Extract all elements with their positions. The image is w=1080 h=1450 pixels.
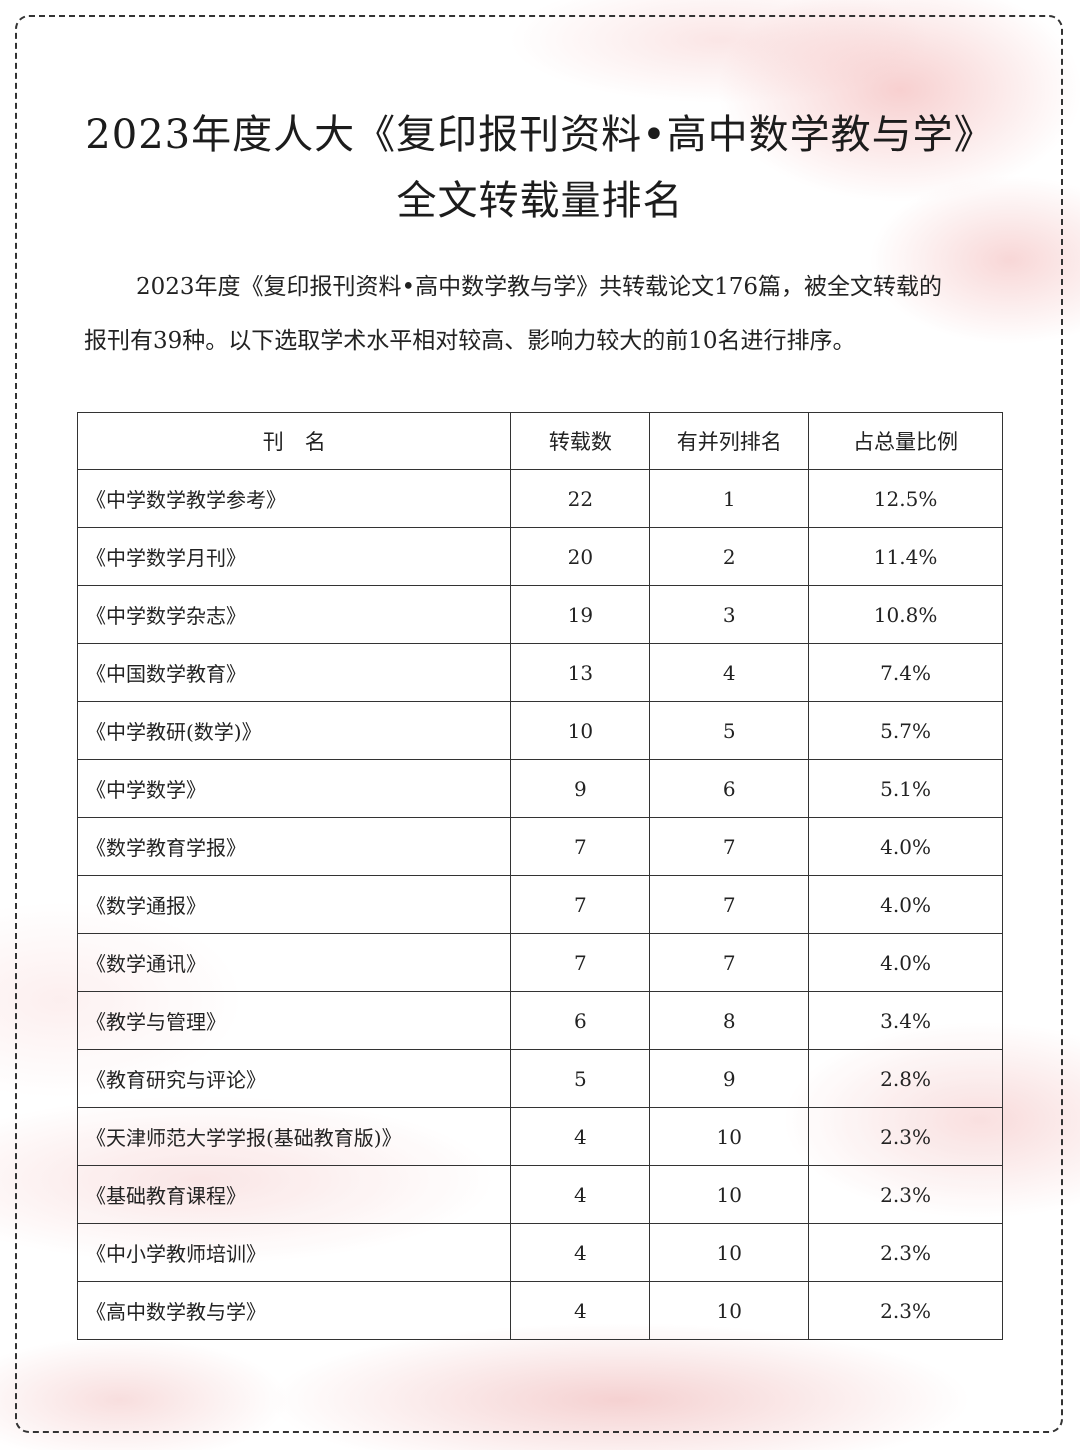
- rank: 9: [649, 1049, 810, 1108]
- table-row: 《天津师范大学学报(基础教育版)》 4 10 2.3%: [76, 1107, 1003, 1166]
- table-row: 《数学教育学报》 7 7 4.0%: [76, 817, 1003, 876]
- ratio: 2.3%: [808, 1223, 1003, 1282]
- reprint-count: 4: [510, 1281, 651, 1340]
- rank: 2: [649, 527, 810, 586]
- journal-name: 《中学数学》: [76, 759, 512, 818]
- journal-name: 《数学通讯》: [76, 933, 512, 992]
- table-row: 《中学数学杂志》 19 3 10.8%: [76, 585, 1003, 644]
- ratio: 4.0%: [808, 933, 1003, 992]
- rank: 10: [649, 1281, 810, 1340]
- reprint-count: 22: [510, 469, 651, 528]
- table-row: 《基础教育课程》 4 10 2.3%: [76, 1165, 1003, 1224]
- journal-name: 《中学数学教学参考》: [76, 469, 512, 528]
- reprint-count: 9: [510, 759, 651, 818]
- reprint-count: 19: [510, 585, 651, 644]
- journal-name: 《中国数学教育》: [76, 643, 512, 702]
- ratio: 10.8%: [808, 585, 1003, 644]
- table-row: 《教学与管理》 6 8 3.4%: [76, 991, 1003, 1050]
- journal-name: 《教学与管理》: [76, 991, 512, 1050]
- table-row: 《中学教研(数学)》 10 5 5.7%: [76, 701, 1003, 760]
- reprint-count: 7: [510, 817, 651, 876]
- dotted-border: [15, 15, 1063, 1433]
- rank: 10: [649, 1223, 810, 1282]
- reprint-count: 20: [510, 527, 651, 586]
- journal-name: 《中学数学月刊》: [76, 527, 512, 586]
- journal-name: 《中学教研(数学)》: [76, 701, 512, 760]
- ratio: 2.3%: [808, 1107, 1003, 1166]
- rank: 6: [649, 759, 810, 818]
- ratio: 5.1%: [808, 759, 1003, 818]
- reprint-count: 4: [510, 1107, 651, 1166]
- reprint-count: 7: [510, 933, 651, 992]
- rank: 3: [649, 585, 810, 644]
- header-journal: 刊 名: [76, 412, 512, 470]
- table-row: 《中小学教师培训》 4 10 2.3%: [76, 1223, 1003, 1282]
- header-count: 转载数: [510, 412, 651, 470]
- table-row: 《数学通讯》 7 7 4.0%: [76, 933, 1003, 992]
- rank: 5: [649, 701, 810, 760]
- rank: 1: [649, 469, 810, 528]
- ratio: 11.4%: [808, 527, 1003, 586]
- table-row: 《中学数学月刊》 20 2 11.4%: [76, 527, 1003, 586]
- rank: 10: [649, 1107, 810, 1166]
- table-row: 《高中数学教与学》 4 10 2.3%: [76, 1281, 1003, 1340]
- rank: 8: [649, 991, 810, 1050]
- intro-paragraph: 2023年度《复印报刊资料•高中数学教与学》共转载论文176篇，被全文转载的 报…: [84, 260, 1004, 368]
- journal-name: 《中学数学杂志》: [76, 585, 512, 644]
- page-subtitle: 全文转载量排名: [396, 178, 684, 224]
- reprint-count: 10: [510, 701, 651, 760]
- ratio: 4.0%: [808, 875, 1003, 934]
- page-title: 2023年度人大《复印报刊资料•高中数学教与学》: [85, 112, 995, 158]
- ratio: 7.4%: [808, 643, 1003, 702]
- journal-name: 《高中数学教与学》: [76, 1281, 512, 1340]
- ratio: 2.3%: [808, 1281, 1003, 1340]
- journal-name: 《数学通报》: [76, 875, 512, 934]
- table-row: 《数学通报》 7 7 4.0%: [76, 875, 1003, 934]
- table-row: 《中国数学教育》 13 4 7.4%: [76, 643, 1003, 702]
- table-row: 《中学数学教学参考》 22 1 12.5%: [76, 469, 1003, 528]
- reprint-count: 7: [510, 875, 651, 934]
- reprint-count: 4: [510, 1165, 651, 1224]
- ratio: 4.0%: [808, 817, 1003, 876]
- journal-name: 《教育研究与评论》: [76, 1049, 512, 1108]
- reprint-count: 5: [510, 1049, 651, 1108]
- table-row: 《中学数学》 9 6 5.1%: [76, 759, 1003, 818]
- ratio: 2.8%: [808, 1049, 1003, 1108]
- ratio: 2.3%: [808, 1165, 1003, 1224]
- rank: 7: [649, 875, 810, 934]
- header-ratio: 占总量比例: [808, 412, 1003, 470]
- rank: 7: [649, 817, 810, 876]
- header-rank: 有并列排名: [649, 412, 810, 470]
- ratio: 5.7%: [808, 701, 1003, 760]
- rank: 10: [649, 1165, 810, 1224]
- ratio: 12.5%: [808, 469, 1003, 528]
- table-header-row: 刊 名 转载数 有并列排名 占总量比例: [76, 412, 1003, 470]
- table-row: 《教育研究与评论》 5 9 2.8%: [76, 1049, 1003, 1108]
- journal-name: 《基础教育课程》: [76, 1165, 512, 1224]
- reprint-count: 4: [510, 1223, 651, 1282]
- ranking-table: 刊 名 转载数 有并列排名 占总量比例 《中学数学教学参考》 22 1 12.5% 《中…: [76, 412, 1003, 1340]
- journal-name: 《天津师范大学学报(基础教育版)》: [76, 1107, 512, 1166]
- reprint-count: 6: [510, 991, 651, 1050]
- journal-name: 《中小学教师培训》: [76, 1223, 512, 1282]
- rank: 7: [649, 933, 810, 992]
- reprint-count: 13: [510, 643, 651, 702]
- journal-name: 《数学教育学报》: [76, 817, 512, 876]
- rank: 4: [649, 643, 810, 702]
- intro-line-1: 2023年度《复印报刊资料•高中数学教与学》共转载论文176篇，被全文转载的: [136, 274, 942, 300]
- intro-line-2: 报刊有39种。以下选取学术水平相对较高、影响力较大的前10名进行排序。: [84, 328, 856, 354]
- ratio: 3.4%: [808, 991, 1003, 1050]
